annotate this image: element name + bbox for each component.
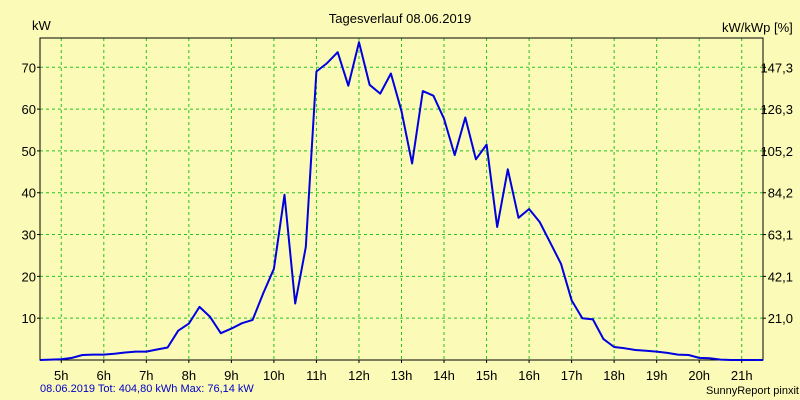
right-tick-label: 84,2 <box>768 186 793 201</box>
x-axis-ticks: 5h 6h 7h 8h 9h 10h 11h 12h 13h 14h 15h 16h 17h 18h 19h… <box>54 360 753 383</box>
x-tick-label: 9h <box>224 368 238 383</box>
x-tick-label: 10h <box>263 368 285 383</box>
left-tick-label: 70 <box>22 60 36 75</box>
x-tick-label: 17h <box>561 368 583 383</box>
right-tick-label: 126,3 <box>760 102 793 117</box>
x-tick-label: 14h <box>433 368 455 383</box>
grid <box>40 38 763 360</box>
right-axis-ticks: 21,0 42,1 63,1 84,2 105,2 126,3 147,3 <box>760 60 793 326</box>
x-tick-label: 11h <box>306 368 327 383</box>
y-axis-label-right: kW/kWp [%] <box>722 20 793 35</box>
left-tick-label: 40 <box>22 186 36 201</box>
chart-title: Tagesverlauf 08.06.2019 <box>328 11 472 26</box>
x-tick-label: 20h <box>688 368 710 383</box>
left-tick-label: 50 <box>22 144 36 159</box>
footer-summary: 08.06.2019 Tot: 404,80 kWh Max: 76,14 kW <box>40 383 254 395</box>
right-tick-label: 63,1 <box>768 228 793 243</box>
x-tick-label: 13h <box>391 368 413 383</box>
left-axis-ticks: 10 20 30 40 50 60 70 <box>22 60 40 326</box>
footer-brand: SunnyReport pinxit <box>706 385 799 397</box>
x-tick-label: 18h <box>603 368 625 383</box>
right-tick-label: 147,3 <box>760 60 793 75</box>
series-line <box>39 41 763 361</box>
x-tick-label: 16h <box>518 368 540 383</box>
right-tick-label: 105,2 <box>760 144 793 159</box>
left-tick-label: 60 <box>22 102 36 117</box>
x-tick-label: 15h <box>476 368 498 383</box>
right-tick-label: 42,1 <box>768 269 793 284</box>
x-tick-label: 12h <box>348 368 370 383</box>
x-tick-label: 19h <box>646 368 668 383</box>
x-tick-label: 21h <box>731 368 753 383</box>
right-tick-label: 21,0 <box>768 311 793 326</box>
left-tick-label: 30 <box>22 228 36 243</box>
left-tick-label: 10 <box>22 311 36 326</box>
x-tick-label: 7h <box>139 368 153 383</box>
x-tick-label: 5h <box>54 368 68 383</box>
x-tick-label: 6h <box>97 368 111 383</box>
y-axis-label-left: kW <box>32 18 51 33</box>
x-tick-label: 8h <box>182 368 196 383</box>
left-tick-label: 20 <box>22 269 36 284</box>
